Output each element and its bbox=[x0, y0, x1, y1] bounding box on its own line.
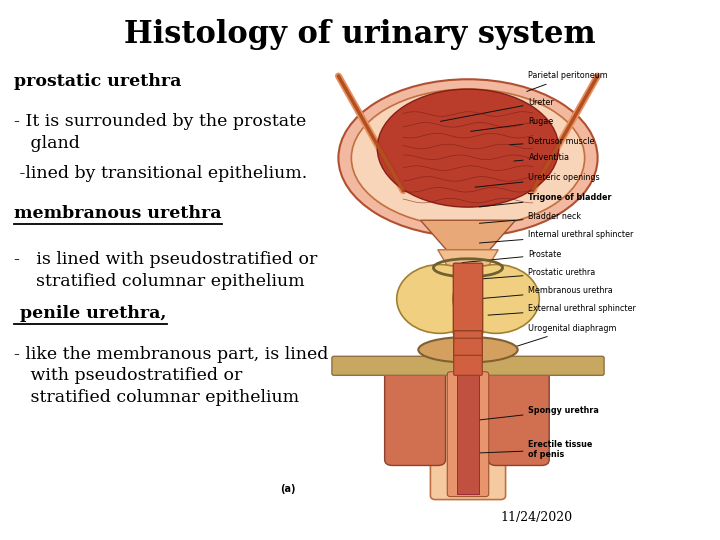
Ellipse shape bbox=[377, 89, 559, 207]
Text: 11/24/2020: 11/24/2020 bbox=[500, 511, 572, 524]
Text: Erectile tissue
of penis: Erectile tissue of penis bbox=[480, 440, 593, 460]
Text: Internal urethral sphincter: Internal urethral sphincter bbox=[480, 231, 634, 243]
Bar bbox=[457, 374, 479, 494]
Text: Membranous urethra: Membranous urethra bbox=[480, 286, 613, 299]
FancyBboxPatch shape bbox=[454, 330, 482, 359]
FancyBboxPatch shape bbox=[431, 369, 505, 500]
Text: Trigone of bladder: Trigone of bladder bbox=[480, 193, 612, 207]
Text: Urogenital diaphragm: Urogenital diaphragm bbox=[462, 324, 617, 363]
Ellipse shape bbox=[453, 265, 539, 333]
Text: Ureteric openings: Ureteric openings bbox=[475, 173, 600, 187]
Text: Histology of urinary system: Histology of urinary system bbox=[124, 19, 596, 50]
FancyBboxPatch shape bbox=[488, 368, 549, 465]
Text: External urethral sphincter: External urethral sphincter bbox=[488, 304, 636, 315]
Text: Parietal peritoneum: Parietal peritoneum bbox=[527, 71, 608, 91]
Text: Rugae: Rugae bbox=[471, 117, 554, 131]
Ellipse shape bbox=[338, 79, 598, 237]
Text: -lined by transitional epithelium.: -lined by transitional epithelium. bbox=[14, 165, 307, 181]
FancyBboxPatch shape bbox=[454, 338, 482, 361]
Ellipse shape bbox=[351, 89, 585, 227]
FancyBboxPatch shape bbox=[384, 368, 446, 465]
Text: Ureter: Ureter bbox=[441, 98, 554, 122]
Text: (a): (a) bbox=[280, 484, 296, 494]
FancyBboxPatch shape bbox=[447, 372, 489, 497]
Polygon shape bbox=[420, 220, 516, 250]
Ellipse shape bbox=[397, 265, 483, 333]
Text: Detrusor muscle: Detrusor muscle bbox=[510, 137, 595, 146]
Text: Prostate: Prostate bbox=[462, 250, 562, 262]
Text: Bladder neck: Bladder neck bbox=[480, 212, 582, 224]
FancyBboxPatch shape bbox=[454, 355, 482, 375]
Text: penile urethra,: penile urethra, bbox=[14, 305, 167, 322]
FancyBboxPatch shape bbox=[332, 356, 604, 375]
Polygon shape bbox=[438, 250, 498, 268]
Text: - It is surrounded by the prostate
   gland: - It is surrounded by the prostate gland bbox=[14, 113, 307, 152]
FancyBboxPatch shape bbox=[454, 263, 482, 335]
Text: Prostatic urethra: Prostatic urethra bbox=[480, 268, 595, 279]
Text: prostatic urethra: prostatic urethra bbox=[14, 73, 181, 90]
Text: Adventitia: Adventitia bbox=[514, 153, 570, 163]
Text: Spongy urethra: Spongy urethra bbox=[480, 406, 599, 420]
Ellipse shape bbox=[418, 337, 518, 362]
Text: -   is lined with pseudostratified or
    stratified columnar epithelium: - is lined with pseudostratified or stra… bbox=[14, 251, 318, 289]
Text: - like the membranous part, is lined
   with pseudostratified or
   stratified c: - like the membranous part, is lined wit… bbox=[14, 346, 329, 406]
Text: membranous urethra: membranous urethra bbox=[14, 205, 222, 222]
